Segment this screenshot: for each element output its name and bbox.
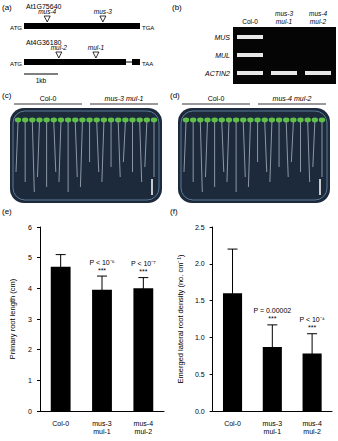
svg-text:***: *** xyxy=(268,315,276,322)
svg-text:mus-3: mus-3 xyxy=(92,420,112,427)
svg-text:1.5: 1.5 xyxy=(195,297,205,304)
svg-text:(d): (d) xyxy=(170,91,180,100)
svg-text:mus-4 mul-2: mus-4 mul-2 xyxy=(273,95,312,102)
svg-text:(b): (b) xyxy=(172,3,182,12)
svg-text:4: 4 xyxy=(28,285,32,292)
svg-text:0.5: 0.5 xyxy=(195,371,205,378)
svg-text:mus-4: mus-4 xyxy=(309,10,327,17)
svg-text:mul-2: mul-2 xyxy=(135,428,153,435)
svg-text:ATG: ATG xyxy=(10,61,22,67)
svg-text:mul-1: mul-1 xyxy=(93,428,111,435)
svg-text:(f): (f) xyxy=(170,207,178,216)
svg-text:mus-4: mus-4 xyxy=(302,420,322,427)
svg-text:mul-2: mul-2 xyxy=(303,428,321,435)
svg-text:3: 3 xyxy=(28,316,32,323)
svg-text:(e): (e) xyxy=(2,207,12,216)
svg-text:Primary root length (cm): Primary root length (cm) xyxy=(8,278,17,359)
svg-text:2.0: 2.0 xyxy=(195,260,205,267)
svg-text:mus-3: mus-3 xyxy=(94,8,112,15)
svg-text:5: 5 xyxy=(28,254,32,261)
svg-text:TGA: TGA xyxy=(142,25,154,31)
svg-text:mul-1: mul-1 xyxy=(276,18,293,25)
svg-text:P < 10⁻⁴: P < 10⁻⁴ xyxy=(299,316,324,323)
svg-text:***: *** xyxy=(139,268,147,275)
svg-text:mul-1: mul-1 xyxy=(88,44,105,51)
svg-text:P = 0.00002: P = 0.00002 xyxy=(253,307,291,314)
svg-text:1: 1 xyxy=(28,377,32,384)
svg-text:Col-0: Col-0 xyxy=(52,420,69,427)
svg-text:At4G36180: At4G36180 xyxy=(26,39,62,46)
svg-text:***: *** xyxy=(308,324,316,331)
svg-text:mus-4: mus-4 xyxy=(134,420,154,427)
svg-text:MUL: MUL xyxy=(215,52,230,59)
svg-text:6: 6 xyxy=(28,224,32,231)
svg-text:MUS: MUS xyxy=(214,34,230,41)
svg-text:1.0: 1.0 xyxy=(195,334,205,341)
svg-text:mus-3 mul-1: mus-3 mul-1 xyxy=(105,95,144,102)
svg-text:Emerged lateral root density (: Emerged lateral root density (no. cm⁻¹) xyxy=(176,254,185,383)
svg-text:ATG: ATG xyxy=(10,25,22,31)
svg-text:P < 10⁻⁶: P < 10⁻⁶ xyxy=(89,259,114,266)
svg-text:0: 0 xyxy=(28,408,32,415)
svg-text:1kb: 1kb xyxy=(36,77,47,84)
svg-text:Col-0: Col-0 xyxy=(40,95,57,102)
svg-text:mus-3: mus-3 xyxy=(263,420,283,427)
svg-text:***: *** xyxy=(98,267,106,274)
svg-text:2.5: 2.5 xyxy=(195,224,205,231)
svg-text:mus-4: mus-4 xyxy=(38,8,56,15)
svg-text:mus-3: mus-3 xyxy=(275,10,293,17)
svg-text:TAA: TAA xyxy=(142,61,153,67)
svg-text:0.0: 0.0 xyxy=(195,408,205,415)
svg-text:2: 2 xyxy=(28,346,32,353)
svg-text:ACTIN2: ACTIN2 xyxy=(204,70,230,77)
svg-text:P < 10⁻⁷: P < 10⁻⁷ xyxy=(131,260,156,267)
svg-text:Col-0: Col-0 xyxy=(208,95,225,102)
svg-text:At1G75640: At1G75640 xyxy=(26,3,62,10)
svg-text:(c): (c) xyxy=(2,91,12,100)
svg-text:Col-0: Col-0 xyxy=(224,420,241,427)
svg-text:mul-2: mul-2 xyxy=(310,18,327,25)
svg-text:(a): (a) xyxy=(2,3,12,12)
svg-text:mul-1: mul-1 xyxy=(264,428,282,435)
svg-text:mul-2: mul-2 xyxy=(51,44,68,51)
svg-text:Col-0: Col-0 xyxy=(242,18,258,25)
